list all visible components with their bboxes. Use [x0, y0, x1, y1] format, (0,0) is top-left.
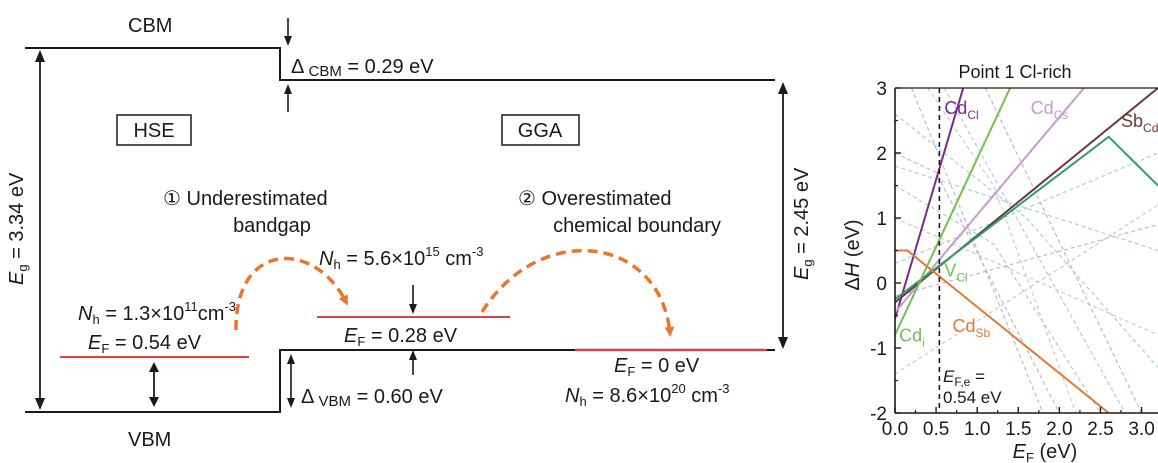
series-line-cdsb — [895, 249, 1110, 413]
gga-label: GGA — [518, 120, 563, 142]
background-line-6 — [895, 223, 1158, 297]
ef-right-label: EF = 0 eV — [614, 355, 700, 379]
delta-cbm-arrows — [284, 18, 292, 112]
delta-vbm-label: Δ VBM = 0.60 eV — [301, 386, 443, 410]
eg-right-label: Eg = 2.45 eV — [791, 167, 815, 280]
y-tick-label: -1 — [870, 339, 887, 360]
x-tick-label: 1.0 — [964, 419, 990, 440]
series-line-vcl — [895, 135, 1158, 301]
axes: -2 -1 0 1 2 3 0.0 0.5 1.0 1.5 2.0 2.5 3.0 — [870, 79, 1158, 440]
ef-mid-arrows — [409, 285, 417, 375]
defect-formation-chart: Point 1 Cl-rich CdCl CdCs SbCd VCl Cdi CdSb -… — [842, 62, 1158, 463]
hse-box — [116, 114, 192, 146]
line-label-cdsb: CdSb — [953, 316, 991, 340]
background-line-4 — [895, 217, 1158, 336]
band-diagram: CBM VBM HSE GGA Eg = 3.34 eV Eg = 2.45 e… — [6, 15, 815, 451]
orange-arrow-2 — [480, 248, 675, 337]
vbm-edge — [25, 349, 775, 413]
vbm-label: VBM — [128, 429, 171, 451]
gga-box — [501, 114, 580, 146]
eg-left-label: Eg = 3.34 eV — [6, 172, 30, 285]
y-tick-label: 0 — [876, 274, 887, 295]
ef-left-arrow — [149, 362, 159, 407]
hse-label: HSE — [133, 120, 174, 142]
line-label-cdi: Cdi — [899, 326, 925, 350]
ef-mid-label: EF = 0.28 eV — [344, 325, 458, 349]
x-tick-label: 2.0 — [1046, 419, 1072, 440]
ef-left-label: EF = 0.54 eV — [88, 332, 202, 356]
fermi-marker-label: EF,e = — [943, 367, 985, 389]
background-line-9 — [984, 88, 1143, 413]
eg-left-arrow — [35, 50, 45, 410]
line-label-sbcd: SbCd — [1121, 111, 1158, 135]
x-tick-label: 0.5 — [923, 419, 949, 440]
background-line-5 — [943, 88, 1126, 413]
nh-left-label: Nh = 1.3×1011cm-3 — [78, 299, 236, 327]
background-line-10 — [895, 204, 1158, 375]
delta-cbm-label: Δ CBM = 0.29 eV — [291, 56, 434, 80]
step1-line2: bandgap — [233, 215, 311, 237]
nh-right-label: Nh = 8.6×1020 cm-3 — [565, 381, 729, 409]
x-axis-label: EF (eV) — [1013, 441, 1078, 463]
series-line-cdcl — [895, 88, 965, 320]
x-tick-label: 2.5 — [1087, 419, 1113, 440]
cbm-label: CBM — [128, 15, 172, 37]
background-line-0 — [895, 152, 1060, 413]
x-tick-label: 3.0 — [1128, 419, 1154, 440]
y-tick-label: 3 — [876, 79, 887, 100]
y-tick-label: 1 — [876, 209, 887, 230]
delta-vbm-arrow — [287, 354, 295, 408]
line-label-cdcs: CdCs — [1031, 98, 1069, 122]
y-tick-label: 2 — [876, 144, 887, 165]
y-axis-label: ΔH (eV) — [842, 219, 864, 290]
step1-line1: ① Underestimated — [163, 188, 328, 210]
background-line-8 — [895, 113, 1158, 368]
y-tick-label: -2 — [870, 404, 887, 425]
fermi-marker-value: 0.54 eV — [943, 388, 1002, 407]
step2-line1: ② Overestimated — [518, 188, 672, 210]
x-tick-label: 0.0 — [882, 419, 908, 440]
x-tick-label: 1.5 — [1005, 419, 1031, 440]
background-line-7 — [927, 88, 1077, 413]
background-line-2 — [910, 88, 1044, 413]
line-label-vcl: VCl — [944, 261, 967, 285]
nh-mid-label: Nh = 5.6×1015 cm-3 — [319, 244, 483, 272]
orange-arrow-1 — [234, 256, 348, 331]
cbm-edge — [25, 47, 775, 81]
chart-title: Point 1 Cl-rich — [958, 62, 1071, 82]
series-lines — [895, 88, 1158, 413]
series-line-cdi — [895, 88, 1012, 336]
eg-right-arrow — [778, 82, 788, 349]
line-label-cdcl: CdCl — [944, 98, 978, 122]
background-lines — [895, 88, 1158, 413]
line-labels: CdCl CdCs SbCd VCl Cdi CdSb — [899, 98, 1158, 350]
step2-line2: chemical boundary — [553, 215, 721, 237]
background-line-3 — [895, 152, 1158, 265]
